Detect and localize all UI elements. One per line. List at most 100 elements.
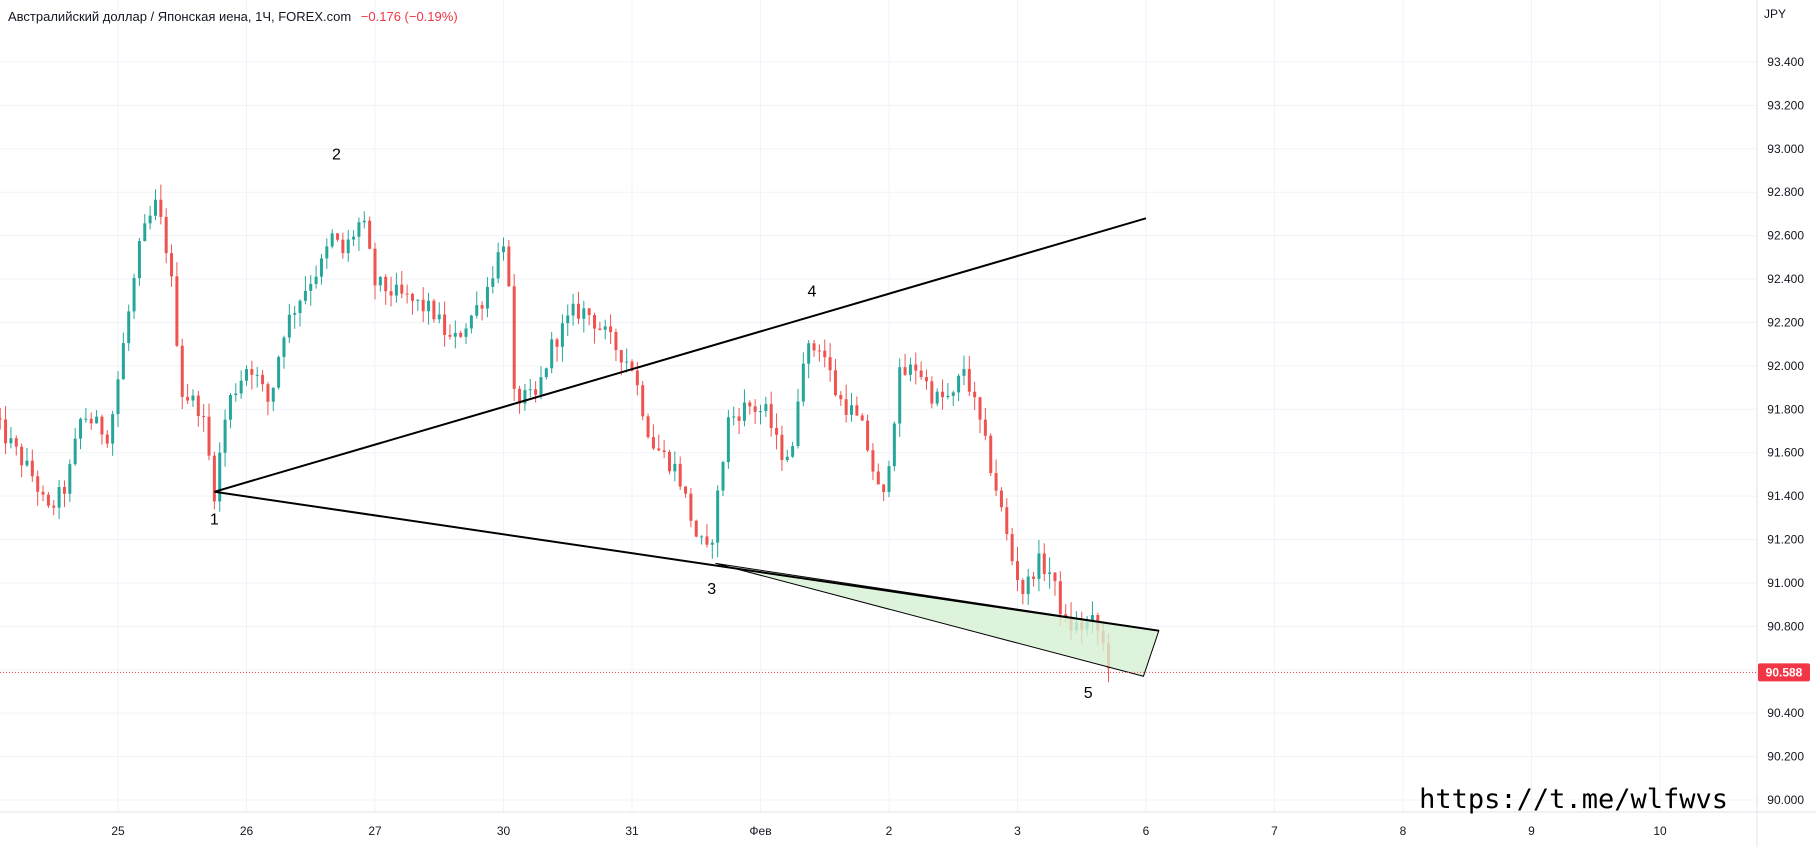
candle <box>68 459 72 502</box>
y-tick-label: 91.400 <box>1767 489 1804 503</box>
candle <box>1048 557 1052 589</box>
candle <box>593 312 597 344</box>
triangle-drawing[interactable] <box>715 562 1160 677</box>
candle <box>753 399 757 425</box>
candle <box>759 404 762 425</box>
candle <box>105 430 109 448</box>
candle <box>941 379 945 410</box>
candle <box>609 314 613 344</box>
y-tick-label: 90.800 <box>1767 619 1804 633</box>
candle <box>667 449 671 475</box>
candle <box>951 390 955 406</box>
candle <box>587 307 591 326</box>
candle <box>651 424 655 451</box>
candle <box>464 323 468 345</box>
candle <box>935 388 939 407</box>
trendline-drawing[interactable] <box>214 217 1147 493</box>
candle <box>796 388 800 449</box>
candle <box>689 487 693 528</box>
candle <box>807 340 811 379</box>
candle <box>903 353 907 376</box>
candle <box>1005 498 1009 541</box>
y-tick-label: 92.800 <box>1767 185 1804 199</box>
x-tick-label: 9 <box>1528 824 1535 838</box>
candle <box>0 408 2 430</box>
candle <box>555 337 559 362</box>
candle <box>245 365 248 386</box>
candle <box>726 409 730 469</box>
candle <box>780 425 784 471</box>
candle <box>475 291 479 319</box>
candle <box>132 273 136 319</box>
x-tick-label: 27 <box>368 824 382 838</box>
candle <box>20 443 24 478</box>
candle <box>400 271 404 299</box>
candle <box>170 244 174 287</box>
candle <box>662 440 666 459</box>
candle <box>362 211 366 229</box>
candle <box>1016 546 1019 592</box>
candle <box>394 272 398 303</box>
y-tick-label: 91.800 <box>1767 402 1804 416</box>
candle <box>1032 571 1036 587</box>
candle <box>978 396 982 434</box>
candle <box>828 343 832 382</box>
candle <box>603 319 607 340</box>
candle <box>619 349 623 376</box>
candle <box>437 302 441 324</box>
y-tick-label: 91.200 <box>1767 533 1804 547</box>
y-tick-label: 93.200 <box>1767 98 1804 112</box>
candle <box>678 456 682 490</box>
candle <box>710 539 714 559</box>
candle <box>598 321 602 331</box>
candle <box>999 487 1003 512</box>
candle <box>218 442 222 512</box>
x-tick-label: 25 <box>111 824 125 838</box>
symbol-title: Австралийский доллар / Японская иена, 1Ч… <box>8 9 352 24</box>
candle <box>705 524 709 548</box>
candle <box>946 383 950 400</box>
x-tick-label: 10 <box>1653 824 1667 838</box>
candle <box>823 339 827 368</box>
candle <box>127 304 131 351</box>
candle <box>560 314 564 362</box>
y-tick-label: 93.000 <box>1767 142 1804 156</box>
candle <box>924 369 928 390</box>
wave-label: 4 <box>807 283 816 300</box>
candle <box>443 301 447 347</box>
candle <box>314 265 318 289</box>
candle <box>234 383 238 402</box>
x-tick-label: 31 <box>625 824 639 838</box>
candle <box>325 238 329 269</box>
candle <box>742 389 746 427</box>
candle <box>255 366 259 388</box>
candle <box>336 232 340 242</box>
candle <box>994 459 998 497</box>
candle <box>459 330 463 339</box>
candle <box>641 381 645 421</box>
candle <box>346 229 350 262</box>
candle <box>453 320 457 349</box>
candle <box>908 357 912 382</box>
candle <box>871 443 875 481</box>
candle <box>673 451 677 482</box>
candle <box>250 360 254 390</box>
trendline-drawing[interactable] <box>214 490 1159 632</box>
x-tick-label: 6 <box>1143 824 1150 838</box>
candle <box>769 391 773 437</box>
candle <box>4 406 8 455</box>
candle <box>957 373 961 401</box>
candle <box>73 428 77 466</box>
candle <box>62 480 66 508</box>
candle <box>79 417 83 450</box>
x-tick-label: Фев <box>749 824 771 838</box>
candle <box>919 361 923 380</box>
candle <box>180 338 184 410</box>
candle <box>571 293 575 326</box>
y-tick-label: 93.400 <box>1767 55 1804 69</box>
candle <box>14 435 18 456</box>
wave-label: 3 <box>707 581 716 598</box>
